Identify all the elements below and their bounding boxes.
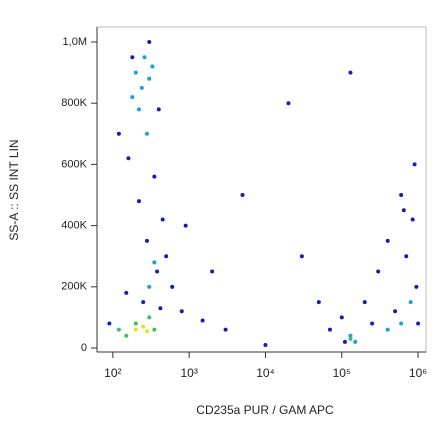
event-dot [107,321,112,326]
event-dot [348,336,353,341]
event-dot [385,327,390,332]
event-dot [183,223,188,228]
event-dot [130,55,135,60]
event-dot [339,315,344,320]
event-dot [133,321,138,326]
event-dot [124,333,129,338]
event-dot [408,300,413,305]
event-dot [393,309,398,314]
event-dot [130,95,135,100]
event-dot [147,315,152,320]
event-dot [299,254,304,259]
event-dot [410,217,415,222]
y-tick-label: 600K [61,158,87,170]
event-dot [286,101,291,106]
event-dot [139,85,144,90]
event-dot [133,70,138,75]
event-dot [412,162,417,167]
event-dot [152,260,157,265]
event-dot [164,254,169,259]
event-dot [370,321,375,326]
x-tick-label: 10⁴ [256,366,275,380]
event-dot [133,327,138,332]
event-dot [414,284,419,289]
event-dot [399,321,404,326]
event-dot [116,131,121,136]
x-tick-label: 10² [104,366,121,380]
event-dot [147,284,152,289]
y-tick-label: 200K [61,281,87,293]
event-dot [156,107,161,112]
x-axis-title: CD235a PUR / GAM APC [196,403,334,417]
y-tick-label: 0 [81,342,87,354]
event-dot [144,238,149,243]
event-dot [348,333,353,338]
event-dot [150,64,155,69]
event-dot [126,156,131,161]
event-dot [179,309,184,314]
event-dot [362,300,367,305]
event-dot [152,327,157,332]
event-dot [155,269,160,274]
event-dot [141,324,146,329]
event-dot [263,342,268,347]
x-tick-label: 10⁵ [333,366,351,380]
y-tick-label: 800K [61,97,87,109]
y-axis-title: SS-A :: SS INT LIN [7,139,21,240]
event-dot [399,193,404,198]
event-dot [141,300,146,305]
event-dot [327,327,332,332]
x-tick-label: 10⁶ [409,366,427,380]
event-dot [116,327,121,332]
event-dot [158,306,163,311]
event-dot [376,269,381,274]
event-dot [147,76,152,81]
event-dot [348,70,353,75]
event-dot [316,300,321,305]
event-dot [136,199,141,204]
event-dot [124,290,129,295]
event-dot [210,269,215,274]
event-dot [240,193,245,198]
event-dot [416,321,421,326]
event-dot [223,327,228,332]
plot-frame [96,26,427,353]
event-dot [144,131,149,136]
event-dot [404,254,409,259]
event-dot [385,238,390,243]
event-dot [401,208,406,213]
event-dot [353,339,358,344]
event-dot [170,284,175,289]
event-dot [160,217,165,222]
event-dot [200,318,205,323]
event-dot [144,329,149,334]
event-dot [136,107,141,112]
event-dot [342,339,347,344]
event-dot [152,174,157,179]
y-tick-label: 1,0M [63,36,87,48]
event-dot [147,39,152,44]
event-dot [142,55,147,60]
x-tick-label: 10³ [180,366,197,380]
y-tick-label: 400K [61,220,87,232]
